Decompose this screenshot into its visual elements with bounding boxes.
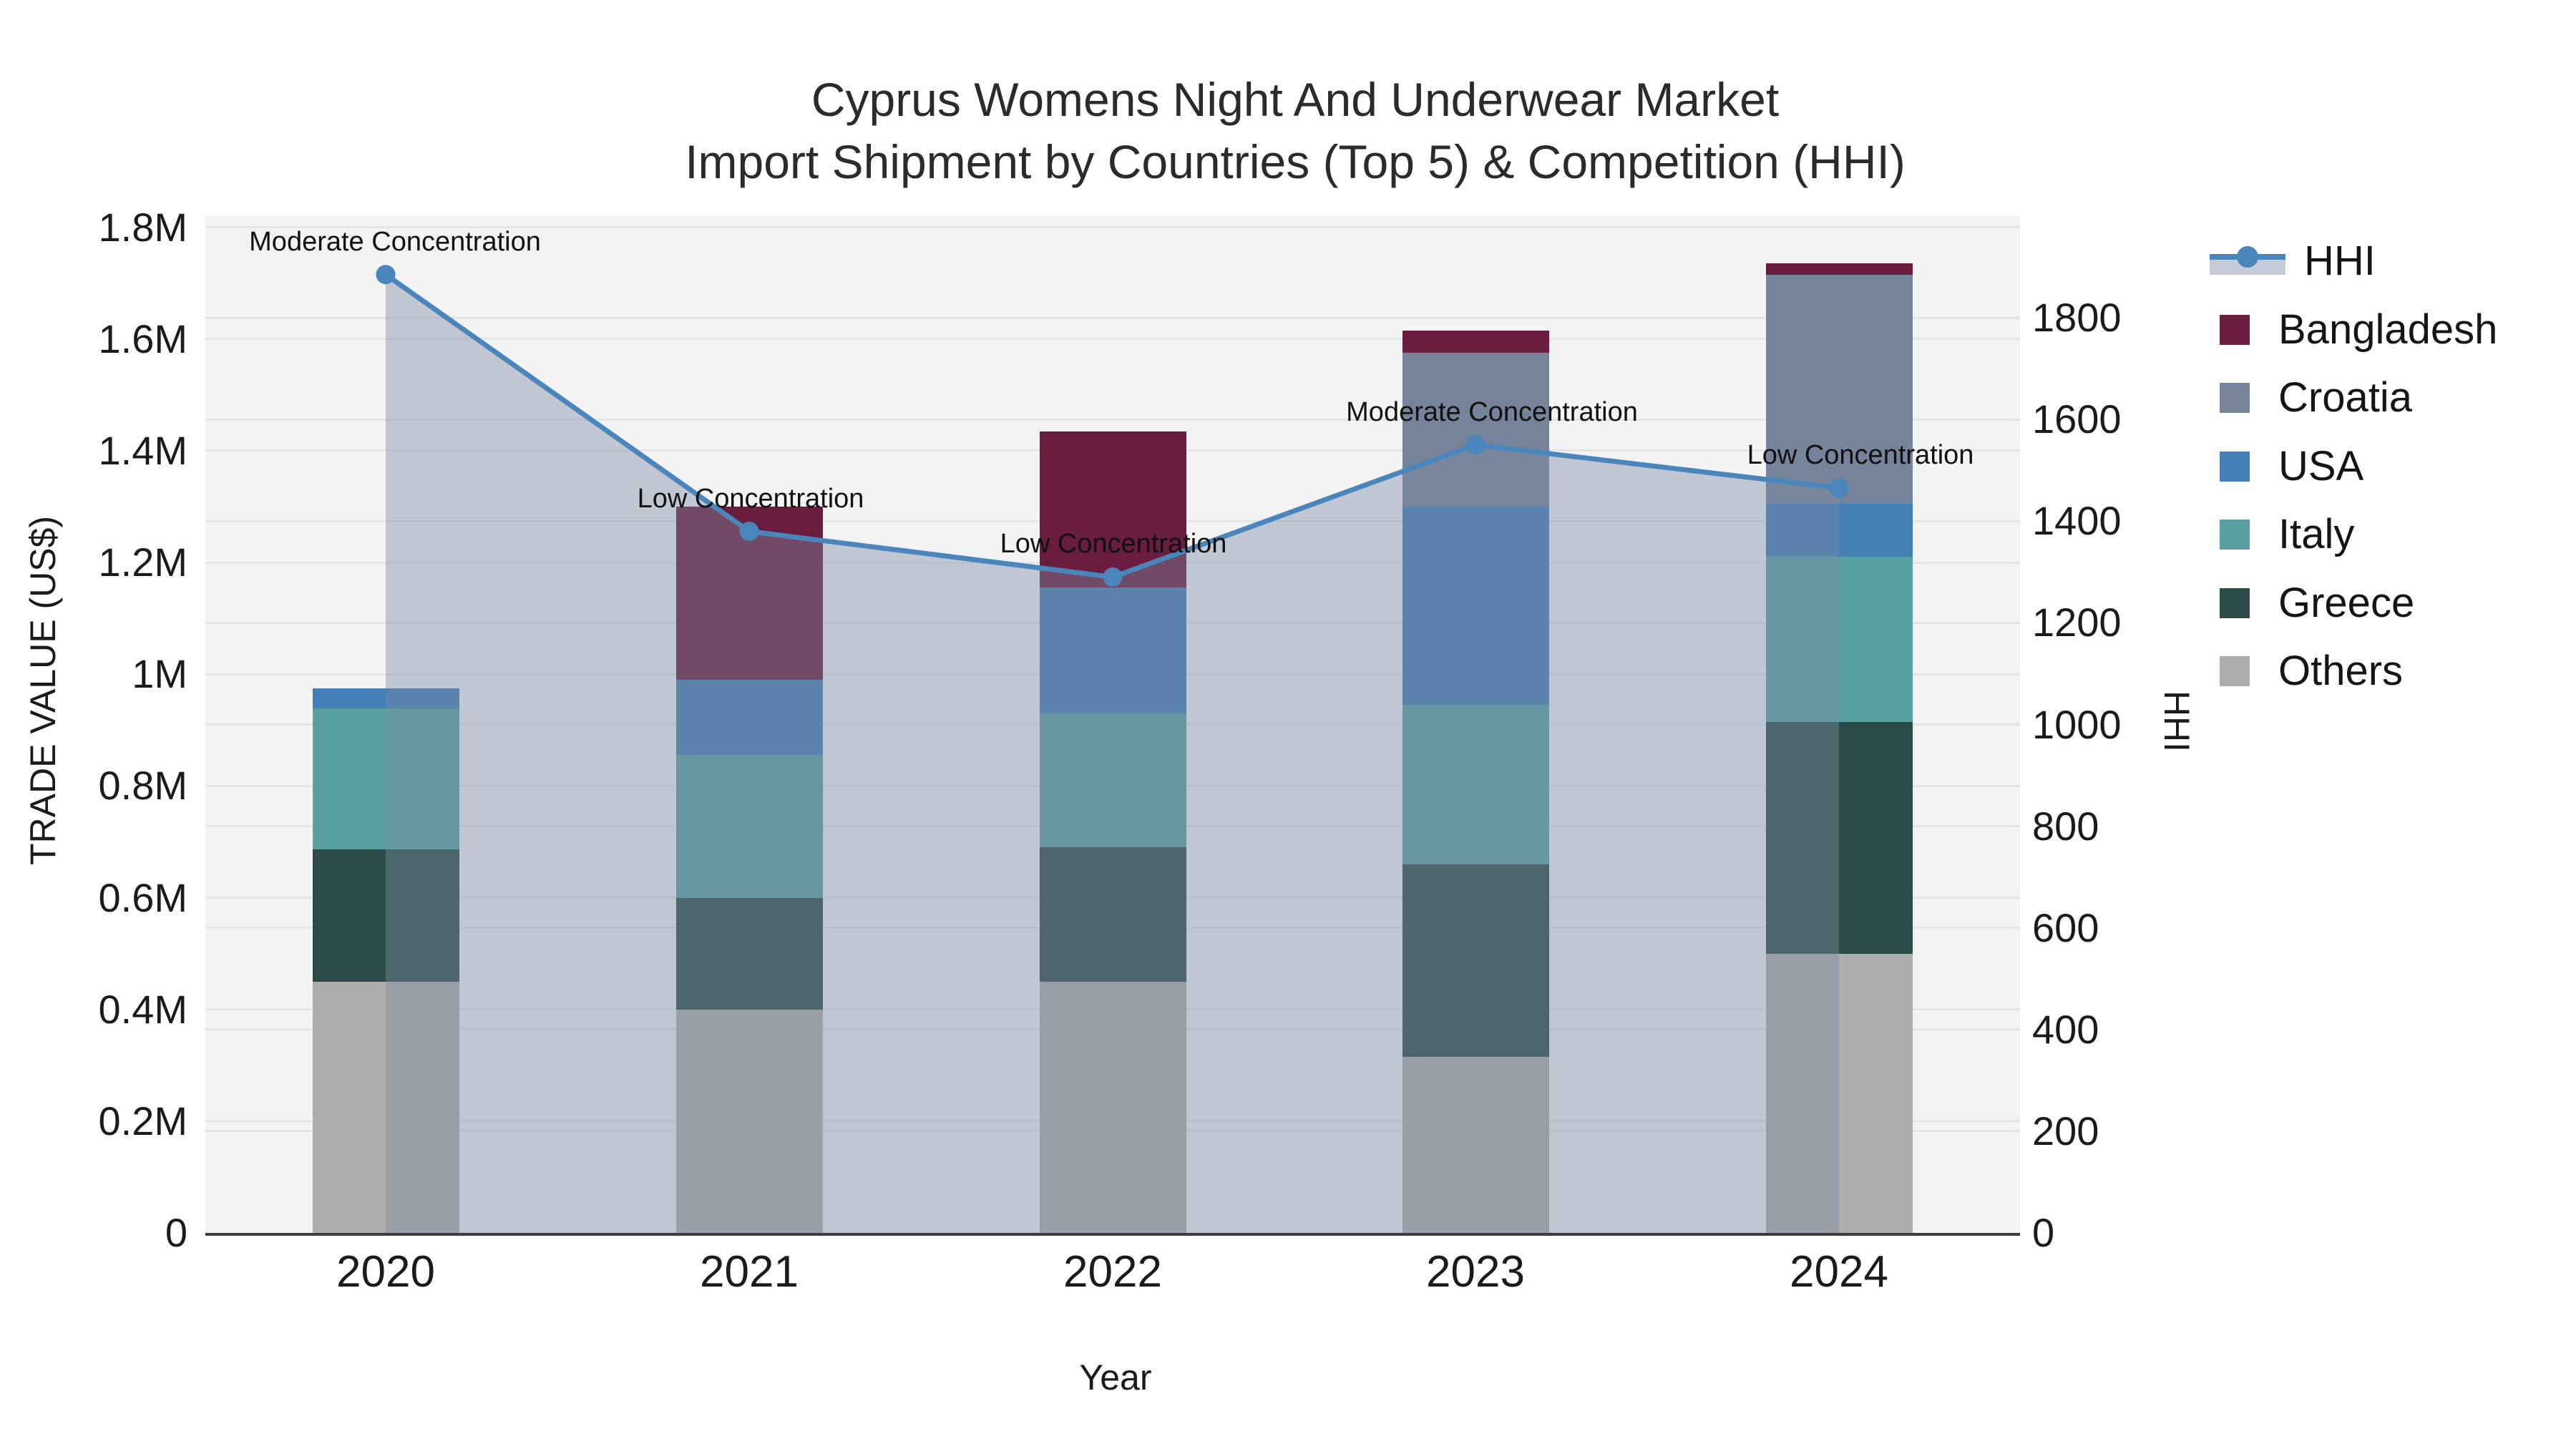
usa-swatch-icon xyxy=(2220,451,2250,482)
annotation-2021: Low Concentration xyxy=(637,483,864,514)
legend-item-croatia[interactable]: Croatia xyxy=(2210,373,2412,423)
y-tick-1M: 1M xyxy=(132,651,187,697)
bar-2021-others xyxy=(675,1009,823,1233)
legend-label: Croatia xyxy=(2278,374,2412,421)
bar-2024-usa xyxy=(1765,504,1913,557)
y2-tick-1400: 1400 xyxy=(2032,498,2122,544)
x-tick-2020: 2020 xyxy=(336,1247,435,1297)
hhi-line-sample xyxy=(2210,246,2285,275)
annotation-2023: Moderate Concentration xyxy=(1346,396,1638,427)
y-axis-title: TRADE VALUE (US$) xyxy=(23,515,63,866)
hhi-area-fill xyxy=(386,274,1839,1233)
bar-2023-italy xyxy=(1402,705,1549,864)
legend-item-italy[interactable]: Italy xyxy=(2210,509,2354,560)
bar-2024-others xyxy=(1765,953,1913,1233)
bar-2020-greece xyxy=(312,849,459,982)
bar-2023-usa xyxy=(1402,507,1549,706)
y-tick-0.6M: 0.6M xyxy=(98,874,188,920)
chart-title: Cyprus Womens Night And Underwear Market… xyxy=(685,69,1906,193)
bangladesh-swatch-icon xyxy=(2220,314,2250,345)
bar-2020-others xyxy=(312,981,459,1233)
y2-tick-1600: 1600 xyxy=(2032,396,2122,442)
bar-2020-usa xyxy=(312,688,459,708)
bar-2023-croatia xyxy=(1402,353,1549,507)
gridline xyxy=(205,338,2020,341)
y-tick-0.4M: 0.4M xyxy=(98,986,188,1032)
legend-label: Bangladesh xyxy=(2278,306,2498,353)
bar-2021-italy xyxy=(675,755,823,898)
y2-tick-200: 200 xyxy=(2032,1108,2099,1153)
legend-item-greece[interactable]: Greece xyxy=(2210,578,2414,628)
hhi-point-2020 xyxy=(376,265,396,285)
legend-label: USA xyxy=(2278,442,2364,489)
y2-tick-1000: 1000 xyxy=(2032,701,2122,747)
chart-title-line2: Import Shipment by Countries (Top 5) & C… xyxy=(685,135,1906,189)
y2-tick-1200: 1200 xyxy=(2032,600,2122,645)
y-tick-0.2M: 0.2M xyxy=(98,1098,188,1143)
x-tick-2024: 2024 xyxy=(1790,1247,1888,1297)
bar-2023-others xyxy=(1402,1057,1549,1233)
others-swatch-icon xyxy=(2220,656,2250,686)
annotation-2022: Low Concentration xyxy=(1000,529,1227,560)
legend-item-usa[interactable]: USA xyxy=(2210,441,2363,492)
bar-2024-croatia xyxy=(1765,274,1913,504)
legend-label: Greece xyxy=(2278,579,2415,626)
x-axis-line xyxy=(205,1233,2020,1236)
chart-title-line1: Cyprus Womens Night And Underwear Market xyxy=(811,73,1780,126)
hhi-point-2023 xyxy=(1465,435,1485,455)
x-tick-2021: 2021 xyxy=(700,1247,799,1297)
legend-label: Others xyxy=(2278,648,2404,694)
bar-2024-greece xyxy=(1765,721,1913,954)
bar-2024-bangladesh xyxy=(1765,263,1913,275)
y2-tick-800: 800 xyxy=(2032,803,2099,849)
bar-2022-others xyxy=(1039,981,1186,1233)
x-tick-2022: 2022 xyxy=(1063,1247,1162,1297)
hhi-point-2024 xyxy=(1829,478,1849,498)
bar-2023-bangladesh xyxy=(1402,331,1549,353)
bar-2023-greece xyxy=(1402,864,1549,1058)
y-tick-1.4M: 1.4M xyxy=(98,427,188,473)
legend-item-hhi[interactable]: HHI xyxy=(2210,236,2376,286)
legend-item-bangladesh[interactable]: Bangladesh xyxy=(2210,305,2497,355)
hhi-point-2021 xyxy=(739,522,759,542)
gridline xyxy=(205,418,2020,421)
y-tick-0: 0 xyxy=(165,1210,187,1255)
italy-swatch-icon xyxy=(2220,519,2250,550)
hhi-point-2022 xyxy=(1103,567,1123,587)
greece-swatch-icon xyxy=(2220,587,2250,618)
bar-2021-usa xyxy=(675,680,823,756)
gridline xyxy=(205,226,2020,229)
y-tick-1.2M: 1.2M xyxy=(98,540,188,585)
y-tick-0.8M: 0.8M xyxy=(98,763,188,809)
legend-item-others[interactable]: Others xyxy=(2210,646,2403,696)
y-tick-1.6M: 1.6M xyxy=(98,316,188,361)
y2-tick-600: 600 xyxy=(2032,904,2099,950)
bar-2022-usa xyxy=(1039,587,1186,713)
legend-label: HHI xyxy=(2304,238,2376,284)
y-tick-1.8M: 1.8M xyxy=(98,204,188,250)
bar-2020-italy xyxy=(312,708,459,849)
y2-tick-1800: 1800 xyxy=(2032,295,2122,341)
y2-tick-400: 400 xyxy=(2032,1006,2099,1052)
bar-2022-greece xyxy=(1039,847,1186,982)
annotation-2020: Moderate Concentration xyxy=(249,226,541,257)
x-tick-2023: 2023 xyxy=(1426,1247,1525,1297)
legend-label: Italy xyxy=(2278,511,2355,557)
gridline xyxy=(205,316,2020,319)
annotation-2024: Low Concentration xyxy=(1747,440,1974,471)
bar-2024-italy xyxy=(1765,557,1913,722)
y2-tick-0: 0 xyxy=(2032,1210,2055,1255)
y2-axis-title: HHI xyxy=(2157,690,2197,753)
x-axis-title: Year xyxy=(1079,1357,1152,1397)
croatia-swatch-icon xyxy=(2220,383,2250,413)
bar-2022-italy xyxy=(1039,713,1186,848)
bar-2021-greece xyxy=(675,897,823,1010)
